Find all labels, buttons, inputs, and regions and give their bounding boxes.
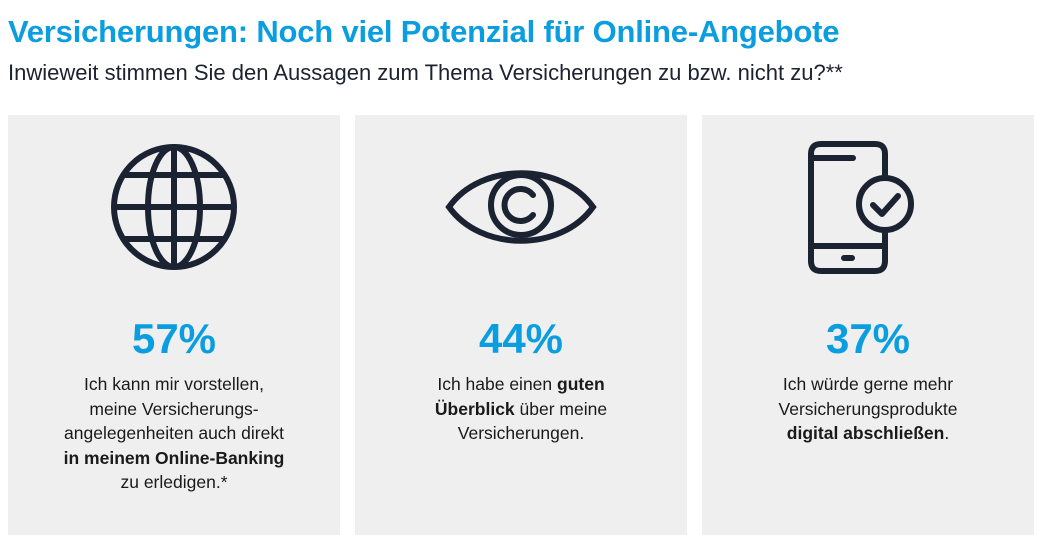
- statement-line: angelegenheiten auch direkt: [64, 423, 284, 443]
- statement-emphasis: Überblick: [434, 398, 515, 419]
- card-overview: 44% Ich habe einen guten Überblick über …: [355, 115, 687, 535]
- statement-line: Ich habe einen: [437, 374, 558, 394]
- statement-line: Ich kann mir vorstellen,: [84, 374, 264, 394]
- card-statement: Ich habe einen guten Überblick über mein…: [375, 372, 667, 446]
- statement-line: Versicherungsprodukte: [778, 398, 958, 419]
- statement-line: .: [944, 423, 950, 443]
- percent-value: 37%: [825, 315, 911, 362]
- statement-emphasis: in meinem Online-Banking: [63, 447, 285, 468]
- statement-line: Versicherungen.: [457, 423, 585, 443]
- card-online-banking: 57% Ich kann mir vorstellen, meine Versi…: [8, 115, 340, 535]
- smartphone-check-icon: [702, 140, 1034, 274]
- page-subtitle: Inwieweit stimmen Sie den Aussagen zum T…: [8, 60, 843, 85]
- percent-value: 44%: [478, 315, 564, 362]
- card-statement: Ich kann mir vorstellen, meine Versicher…: [28, 372, 320, 495]
- statement-line: meine Versicherungs-: [89, 398, 259, 419]
- cards-container: 57% Ich kann mir vorstellen, meine Versi…: [8, 115, 1034, 535]
- percent-value: 57%: [131, 315, 217, 362]
- globe-icon: [8, 143, 340, 271]
- card-digital-purchase: 37% Ich würde gerne mehr Versicherungspr…: [702, 115, 1034, 535]
- page-title: Versicherungen: Noch viel Potenzial für …: [8, 14, 840, 49]
- card-statement: Ich würde gerne mehr Versicherungsproduk…: [722, 372, 1014, 446]
- statement-emphasis: guten: [557, 374, 605, 394]
- statement-line: zu erledigen.*: [120, 472, 228, 492]
- statement-emphasis: digital abschließen: [786, 423, 945, 443]
- eye-icon: [355, 143, 687, 271]
- statement-line: Ich würde gerne mehr: [782, 374, 954, 394]
- statement-line: über meine: [514, 398, 608, 419]
